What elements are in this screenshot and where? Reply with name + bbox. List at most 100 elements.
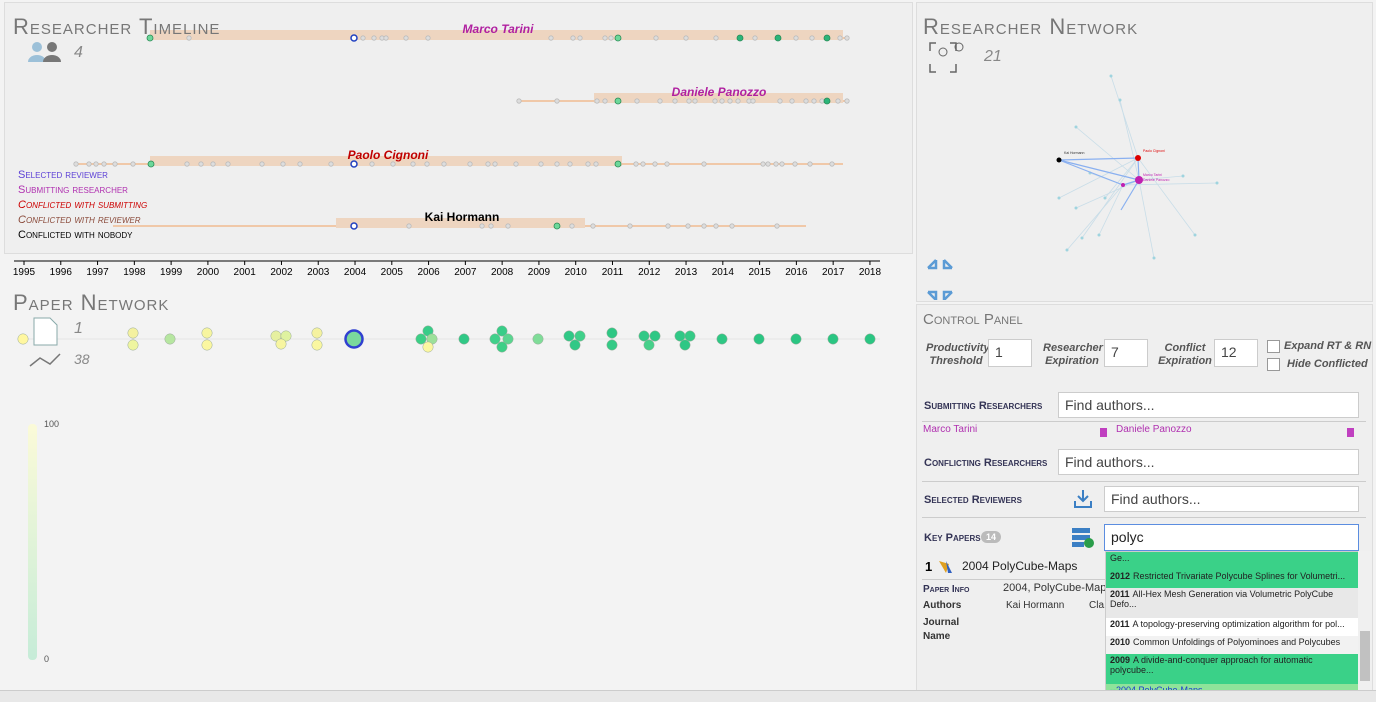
- checkbox[interactable]: [1267, 340, 1280, 353]
- paper-dot[interactable]: [492, 161, 498, 167]
- paper-node[interactable]: [164, 333, 176, 345]
- paper-dot[interactable]: [774, 223, 780, 229]
- paper-node[interactable]: [496, 325, 508, 337]
- node[interactable]: [1118, 98, 1122, 102]
- checkbox[interactable]: [1267, 358, 1280, 371]
- researcher-name[interactable]: Daniele Panozzo: [672, 85, 767, 99]
- paper-node[interactable]: [496, 341, 508, 353]
- paper-dot[interactable]: [752, 35, 758, 41]
- paper-node[interactable]: [563, 330, 575, 342]
- paper-node[interactable]: [311, 327, 323, 339]
- paper-dot[interactable]: [777, 98, 783, 104]
- paper-dot[interactable]: [569, 223, 575, 229]
- paper-node[interactable]: [458, 333, 470, 345]
- paper-dot[interactable]: [101, 161, 107, 167]
- paper-dot[interactable]: [750, 98, 756, 104]
- paper-node[interactable]: [201, 339, 213, 351]
- paper-node[interactable]: [489, 333, 501, 345]
- paper-dot[interactable]: [835, 98, 841, 104]
- paper-dot[interactable]: [593, 161, 599, 167]
- paper-dot[interactable]: [538, 161, 544, 167]
- paper-dot[interactable]: [513, 161, 519, 167]
- paper-dot[interactable]: [350, 222, 358, 230]
- paper-dot[interactable]: [280, 161, 286, 167]
- paper-node[interactable]: [201, 327, 213, 339]
- paper-dot[interactable]: [390, 161, 396, 167]
- paper-node[interactable]: [17, 333, 29, 345]
- paper-dot[interactable]: [73, 161, 79, 167]
- paper-dot[interactable]: [719, 98, 725, 104]
- number-input[interactable]: 1: [988, 339, 1032, 367]
- paper-node[interactable]: [606, 339, 618, 351]
- paper-dot[interactable]: [664, 161, 670, 167]
- download-icon[interactable]: [1072, 488, 1094, 510]
- dropdown-item[interactable]: Ge...: [1106, 552, 1359, 570]
- node[interactable]: [1080, 236, 1084, 240]
- node[interactable]: [1152, 256, 1156, 260]
- paper-dot[interactable]: [685, 223, 691, 229]
- paper-dot[interactable]: [686, 98, 692, 104]
- paper-dot[interactable]: [627, 223, 633, 229]
- chip[interactable]: Marco Tarini: [923, 424, 978, 435]
- delete-icon[interactable]: [1100, 428, 1107, 437]
- search-input[interactable]: polyc: [1104, 524, 1359, 551]
- paper-node[interactable]: [415, 333, 427, 345]
- search-input[interactable]: Find authors...: [1058, 392, 1359, 418]
- node[interactable]: [1103, 196, 1107, 200]
- paper-dot[interactable]: [425, 35, 431, 41]
- search-input[interactable]: Find authors...: [1104, 486, 1359, 512]
- dropdown-item[interactable]: 2011 A topology-preserving optimization a…: [1106, 618, 1359, 636]
- paper-dot[interactable]: [701, 161, 707, 167]
- paper-dot[interactable]: [844, 98, 850, 104]
- paper-dot[interactable]: [328, 161, 334, 167]
- database-icon[interactable]: [1071, 526, 1095, 548]
- paper-dot[interactable]: [554, 98, 560, 104]
- paper-dot[interactable]: [653, 35, 659, 41]
- paper-dot[interactable]: [736, 34, 744, 42]
- paper-node[interactable]: [679, 339, 691, 351]
- paper-dot[interactable]: [837, 35, 843, 41]
- paper-dot[interactable]: [441, 161, 447, 167]
- paper-dot[interactable]: [225, 161, 231, 167]
- node[interactable]: [1109, 74, 1113, 78]
- paper-dot[interactable]: [765, 161, 771, 167]
- paper-dot[interactable]: [803, 98, 809, 104]
- node[interactable]: [1135, 155, 1141, 161]
- node[interactable]: [1065, 248, 1069, 252]
- paper-dot[interactable]: [729, 223, 735, 229]
- paper-dot[interactable]: [712, 98, 718, 104]
- paper-dot[interactable]: [570, 35, 576, 41]
- paper-dot[interactable]: [424, 161, 430, 167]
- paper-dot[interactable]: [297, 161, 303, 167]
- paper-node[interactable]: [606, 327, 618, 339]
- scrollbar[interactable]: [1358, 551, 1372, 698]
- paper-dot[interactable]: [819, 98, 825, 104]
- paper-dot[interactable]: [410, 161, 416, 167]
- paper-node[interactable]: [684, 330, 696, 342]
- paper-dot[interactable]: [383, 35, 389, 41]
- paper-dot[interactable]: [823, 97, 831, 105]
- paper-dot[interactable]: [350, 160, 358, 168]
- search-input[interactable]: Find authors...: [1058, 449, 1359, 475]
- node[interactable]: [1057, 196, 1061, 200]
- researcher-name[interactable]: Marco Tarini: [463, 22, 535, 36]
- paper-dot[interactable]: [602, 35, 608, 41]
- paper-dot[interactable]: [594, 98, 600, 104]
- paper-dot[interactable]: [727, 98, 733, 104]
- paper-node[interactable]: [649, 330, 661, 342]
- paper-dot[interactable]: [86, 161, 92, 167]
- paper-node[interactable]: [311, 339, 323, 351]
- paper-dot[interactable]: [809, 35, 815, 41]
- number-input[interactable]: 12: [1214, 339, 1258, 367]
- paper-dot[interactable]: [467, 161, 473, 167]
- paper-dot[interactable]: [779, 161, 785, 167]
- dropdown-item[interactable]: 2012 Restricted Trivariate Polycube Splin…: [1106, 570, 1359, 588]
- paper-title[interactable]: 2004 PolyCube-Maps: [962, 559, 1078, 573]
- paper-dot[interactable]: [701, 223, 707, 229]
- chip[interactable]: Daniele Panozzo: [1116, 424, 1192, 435]
- paper-node[interactable]: [532, 333, 544, 345]
- paper-dot[interactable]: [210, 161, 216, 167]
- paper-dot[interactable]: [198, 161, 204, 167]
- paper-node[interactable]: [864, 333, 876, 345]
- paper-dot[interactable]: [657, 98, 663, 104]
